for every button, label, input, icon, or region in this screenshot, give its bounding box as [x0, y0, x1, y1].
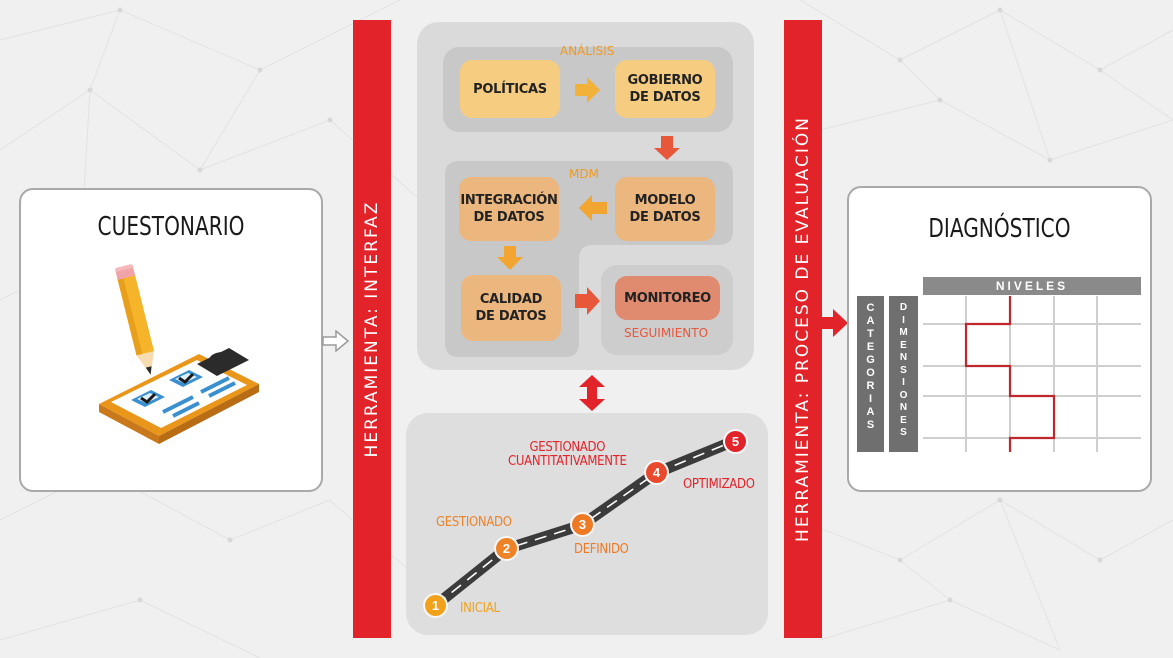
arrow-down-icon: [654, 136, 680, 160]
interface-tool-bar: HERRAMIENTA: INTERFAZ: [353, 20, 391, 638]
tracking-label: SEGUIMIENTO: [624, 326, 709, 340]
stage-2-marker: 2: [496, 538, 517, 559]
mdm-label: MDM: [569, 167, 599, 181]
levels-matrix-grid: [923, 296, 1141, 452]
clipboard-pencil-icon: [99, 264, 259, 444]
diagnosis-title: DIAGNÓSTICO: [928, 214, 1071, 244]
data-quality-box: CALIDAD DE DATOS: [461, 275, 561, 341]
policies-box: POLÍTICAS: [460, 60, 560, 118]
questionnaire-card: CUESTONARIO: [19, 188, 323, 492]
stage-3-marker: 3: [572, 514, 593, 535]
stage-1-marker: 1: [425, 595, 446, 616]
double-arrow-icon: [579, 375, 605, 411]
levels-header: NIVELES: [923, 277, 1141, 295]
diagnosis-profile-line: [964, 296, 1056, 452]
outline-arrow-icon: [322, 330, 350, 352]
arrow-down-icon: [497, 246, 523, 270]
stage-5-marker: 5: [725, 431, 746, 452]
stage-1-label: INICIAL: [460, 601, 500, 616]
analysis-label: ANÁLISIS: [560, 44, 615, 58]
stage-4-marker: 4: [646, 462, 667, 483]
questionnaire-title: CUESTONARIO: [97, 212, 245, 242]
interface-tool-label: HERRAMIENTA: INTERFAZ: [362, 200, 382, 458]
arrow-left-icon: [579, 195, 607, 221]
evaluation-tool-label: HERRAMIENTA: PROCESO DE EVALUACIÓN: [793, 116, 813, 542]
data-governance-box: GOBIERNO DE DATOS: [615, 60, 715, 118]
data-integration-box: INTEGRACIÓN DE DATOS: [459, 177, 559, 241]
process-arrows: [497, 77, 680, 315]
arrow-right-icon: [575, 287, 600, 315]
monitoring-box: MONITOREO: [615, 276, 720, 320]
evaluation-tool-bar: HERRAMIENTA: PROCESO DE EVALUACIÓN: [784, 20, 822, 638]
data-model-box: MODELO DE DATOS: [615, 177, 715, 241]
stage-3-label: DEFINIDO: [574, 542, 629, 557]
arrow-right-icon: [821, 309, 848, 337]
stage-5-label: OPTIMIZADO: [683, 477, 755, 492]
arrow-right-icon: [575, 77, 600, 103]
stage-2-label: GESTIONADO: [436, 515, 512, 530]
stage-4-label: GESTIONADO CUANTITATIVAMENTE: [508, 440, 627, 469]
